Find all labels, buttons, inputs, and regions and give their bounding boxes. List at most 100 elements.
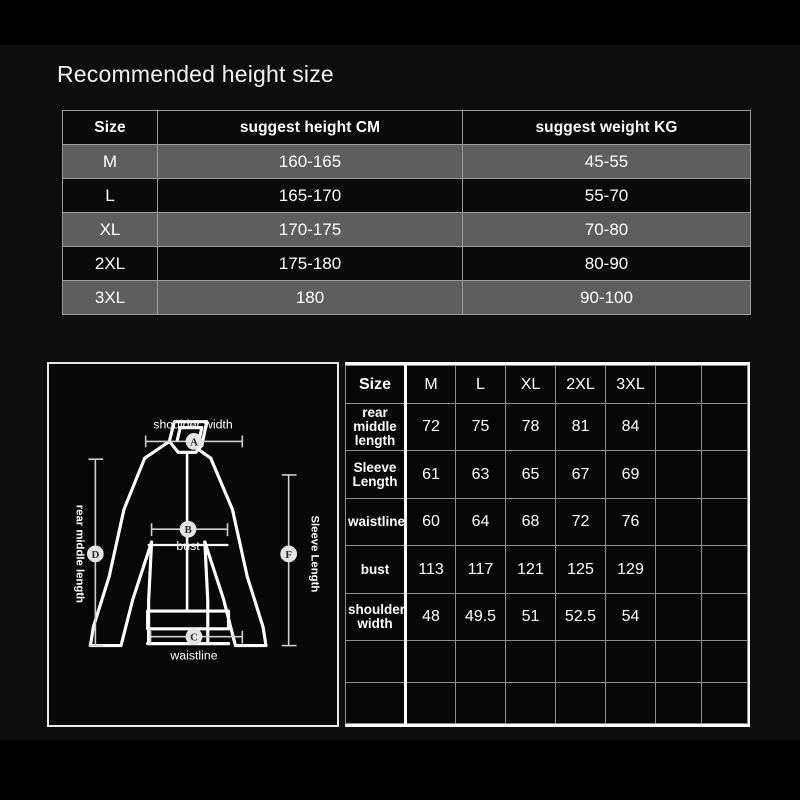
recommended-height-table: Size suggest height CM suggest weight KG… [62,110,751,315]
marker-b-badge [179,520,197,538]
measurement-row-empty [345,681,748,725]
measurement-cell [505,640,556,683]
page-title: Recommended height size [57,61,334,87]
measurement-cell [405,640,456,683]
diagram-label-waistline: waistline [169,648,217,662]
cell-height: 170-175 [157,212,463,247]
measurement-cell: 61 [405,450,456,499]
measurement-cell [701,545,748,594]
measurement-row: waistline 60 64 68 72 76 [345,497,748,547]
measurement-row-label [345,681,407,725]
measurement-table-wrap: Size M L XL 2XL 3XL rear middle length 7… [345,362,750,727]
lower-block: shoulder width A B bust [47,362,750,727]
measurement-cell [555,640,606,683]
diagram-label-sleeve-length: Sleeve Length [308,515,320,592]
measurement-cell [701,402,748,452]
marker-c-badge [185,628,203,646]
measurement-cell [605,640,656,683]
diagram-label-bust: bust [176,539,200,553]
measurement-cell: 65 [505,450,556,499]
measurement-cell: 78 [505,402,556,452]
measurement-cell: 60 [405,497,456,547]
measurement-cell: 84 [605,402,656,452]
measurement-cell [655,497,702,547]
measurement-cell [505,681,556,725]
marker-d-badge [86,545,104,563]
cell-size: XL [62,212,158,247]
cell-height: 175-180 [157,246,463,281]
measurement-row-label: shoulder width [345,592,407,642]
measurement-cell: 72 [555,497,606,547]
measurement-cell [455,640,506,683]
cell-height: 160-165 [157,144,463,179]
measurement-row: rear middle length 72 75 78 81 84 [345,402,748,452]
cell-size: L [62,178,158,213]
measurement-cell: 52.5 [555,592,606,642]
cell-size: 2XL [62,246,158,281]
measurement-cell [655,640,702,683]
table-row: 2XL 175-180 80-90 [62,246,751,281]
garment-diagram-svg: shoulder width A B bust [74,418,321,663]
measurement-cell [655,402,702,452]
measurement-row-label: rear middle length [345,402,407,452]
marker-d-letter: D [91,549,99,561]
measurement-row: bust 113 117 121 125 129 [345,545,748,594]
measurement-cell: 67 [555,450,606,499]
measurement-table: Size M L XL 2XL 3XL rear middle length 7… [345,365,748,725]
measurement-cell: 81 [555,402,606,452]
measurement-header-2xl: 2XL [555,365,606,404]
measurement-corner-label: Size [345,365,407,404]
measurement-cell [701,450,748,499]
table-row: 3XL 180 90-100 [62,280,751,315]
measurement-row-label: bust [345,545,407,594]
marker-a-letter: A [190,436,198,448]
measurement-cell [701,592,748,642]
table-row: M 160-165 45-55 [62,144,751,179]
measurement-row: shoulder width 48 49.5 51 52.5 54 [345,592,748,642]
header-size: Size [62,110,158,145]
header-weight: suggest weight KG [462,110,751,145]
measurement-row-label: waistline [345,497,407,547]
measurement-row-empty [345,640,748,683]
diagram-label-rear-middle-length: rear middle length [74,505,86,603]
measurement-cell: 129 [605,545,656,594]
measurement-cell: 49.5 [455,592,506,642]
measurement-cell: 72 [405,402,456,452]
cell-weight: 90-100 [462,280,751,315]
measurement-cell [701,681,748,725]
table-row: L 165-170 55-70 [62,178,751,213]
measurement-cell [655,450,702,499]
measurement-cell [405,681,456,725]
measurement-header-row: Size M L XL 2XL 3XL [345,365,748,404]
cell-weight: 45-55 [462,144,751,179]
marker-c-letter: C [190,632,198,644]
diagram-label-shoulder-width: shoulder width [153,418,233,432]
measurement-cell: 51 [505,592,556,642]
measurement-cell [605,681,656,725]
measurement-cell: 76 [605,497,656,547]
cell-size: 3XL [62,280,158,315]
measurement-header-3xl: 3XL [605,365,656,404]
measurement-cell: 48 [405,592,456,642]
measurement-cell: 63 [455,450,506,499]
measurement-row-label: Sleeve Length [345,450,407,499]
cell-weight: 80-90 [462,246,751,281]
measurement-cell: 54 [605,592,656,642]
marker-b-letter: B [184,524,191,536]
measurement-header-pad-1 [655,365,702,404]
table-header-row: Size suggest height CM suggest weight KG [62,110,751,145]
marker-a-badge [185,433,203,450]
garment-diagram-panel: shoulder width A B bust [47,362,339,727]
measurement-cell: 68 [505,497,556,547]
measurement-row-label [345,640,407,683]
table-row: XL 170-175 70-80 [62,212,751,247]
measurement-cell: 64 [455,497,506,547]
measurement-cell [455,681,506,725]
cell-height: 180 [157,280,463,315]
measurement-cell: 121 [505,545,556,594]
measurement-cell [701,497,748,547]
measurement-header-l: L [455,365,506,404]
measurement-header-pad-2 [701,365,748,404]
cell-size: M [62,144,158,179]
